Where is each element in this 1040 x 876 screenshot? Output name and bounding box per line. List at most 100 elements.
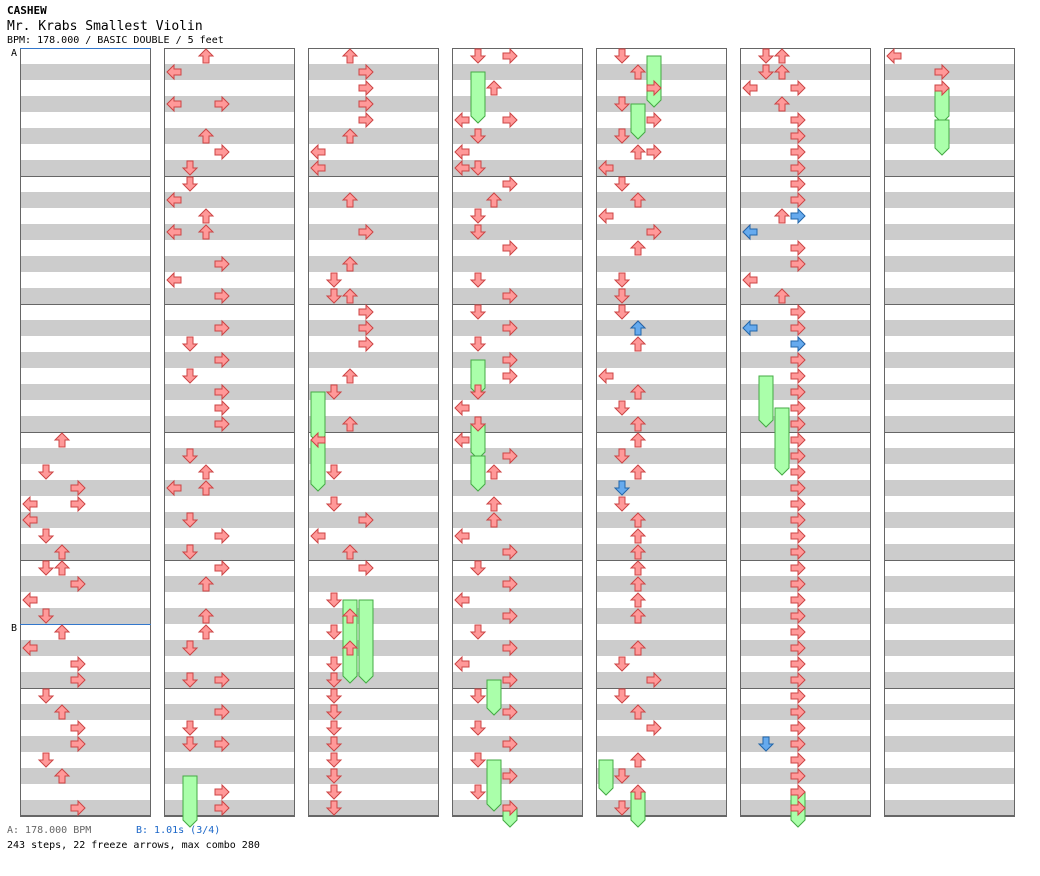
step-arrow — [454, 655, 470, 673]
step-arrow — [454, 399, 470, 417]
step-arrow — [790, 319, 806, 337]
step-arrow — [325, 672, 343, 688]
step-arrow — [37, 608, 55, 624]
stripe — [884, 224, 1015, 240]
step-arrow — [37, 688, 55, 704]
step-arrow — [454, 591, 470, 609]
shock-arrow — [790, 335, 806, 353]
step-arrow — [757, 48, 775, 64]
step-arrow — [502, 287, 518, 305]
step-arrow — [469, 224, 487, 240]
stripe — [164, 64, 295, 80]
step-arrow — [790, 559, 806, 577]
step-arrow — [613, 128, 631, 144]
stripe — [452, 160, 583, 176]
stripe — [308, 160, 439, 176]
step-arrow — [629, 384, 647, 400]
step-arrow — [613, 304, 631, 320]
step-arrow — [790, 591, 806, 609]
step-arrow — [757, 64, 775, 80]
step-arrow — [325, 464, 343, 480]
step-arrow — [469, 304, 487, 320]
stripe — [308, 736, 439, 752]
chart-column-6 — [740, 48, 871, 828]
step-arrow — [790, 511, 806, 529]
stripe — [20, 256, 151, 272]
stripe — [884, 704, 1015, 720]
step-arrow — [310, 159, 326, 177]
stripe — [884, 640, 1015, 656]
step-arrow — [790, 399, 806, 417]
step-arrow — [502, 575, 518, 593]
step-arrow — [485, 496, 503, 512]
chart-column-3 — [308, 48, 439, 817]
column-border — [596, 48, 727, 816]
step-arrow — [790, 655, 806, 673]
step-arrow — [790, 799, 806, 817]
column-border — [164, 48, 295, 816]
step-arrow — [629, 640, 647, 656]
step-arrow — [70, 735, 86, 753]
stripe — [20, 128, 151, 144]
step-arrow — [502, 639, 518, 657]
step-arrow — [629, 336, 647, 352]
stripe — [884, 576, 1015, 592]
step-arrow — [166, 223, 182, 241]
step-arrow — [325, 768, 343, 784]
step-arrow — [358, 223, 374, 241]
step-arrow — [469, 272, 487, 288]
step-arrow — [790, 671, 806, 689]
step-arrow — [629, 592, 647, 608]
step-arrow — [214, 559, 230, 577]
step-arrow — [22, 639, 38, 657]
step-arrow — [613, 768, 631, 784]
step-arrow — [197, 576, 215, 592]
stripe — [596, 320, 727, 336]
stripe — [308, 192, 439, 208]
stripe — [20, 384, 151, 400]
stripe — [164, 480, 295, 496]
stripe — [740, 64, 871, 80]
stripe — [20, 704, 151, 720]
step-arrow — [53, 560, 71, 576]
step-arrow — [358, 303, 374, 321]
step-arrow — [341, 368, 359, 384]
step-arrow — [325, 800, 343, 816]
step-arrow — [629, 416, 647, 432]
stripe — [884, 256, 1015, 272]
step-arrow — [629, 608, 647, 624]
step-arrow — [197, 128, 215, 144]
step-arrow — [598, 159, 614, 177]
step-arrow — [629, 576, 647, 592]
freeze-arrow — [470, 71, 486, 124]
stripe — [596, 96, 727, 112]
stripe — [884, 352, 1015, 368]
stripe — [596, 448, 727, 464]
step-arrow — [166, 479, 182, 497]
stripe — [20, 160, 151, 176]
stripe — [308, 576, 439, 592]
step-arrow — [214, 143, 230, 161]
stripe — [884, 768, 1015, 784]
step-arrow — [214, 383, 230, 401]
stripe — [596, 128, 727, 144]
step-arrow — [502, 319, 518, 337]
step-arrow — [53, 768, 71, 784]
step-arrow — [53, 544, 71, 560]
step-arrow — [214, 351, 230, 369]
step-arrow — [214, 735, 230, 753]
stripe — [20, 416, 151, 432]
step-arrow — [181, 448, 199, 464]
step-arrow — [790, 463, 806, 481]
step-arrow — [790, 735, 806, 753]
step-arrow — [469, 752, 487, 768]
step-arrow — [485, 80, 503, 96]
step-arrow — [325, 656, 343, 672]
freeze-arrow — [182, 775, 198, 828]
bpm-b-label: B: 1.01s (3/4) — [136, 825, 221, 836]
step-arrow — [166, 63, 182, 81]
step-arrow — [790, 159, 806, 177]
step-arrow — [790, 111, 806, 129]
step-arrow — [325, 624, 343, 640]
step-arrow — [613, 800, 631, 816]
